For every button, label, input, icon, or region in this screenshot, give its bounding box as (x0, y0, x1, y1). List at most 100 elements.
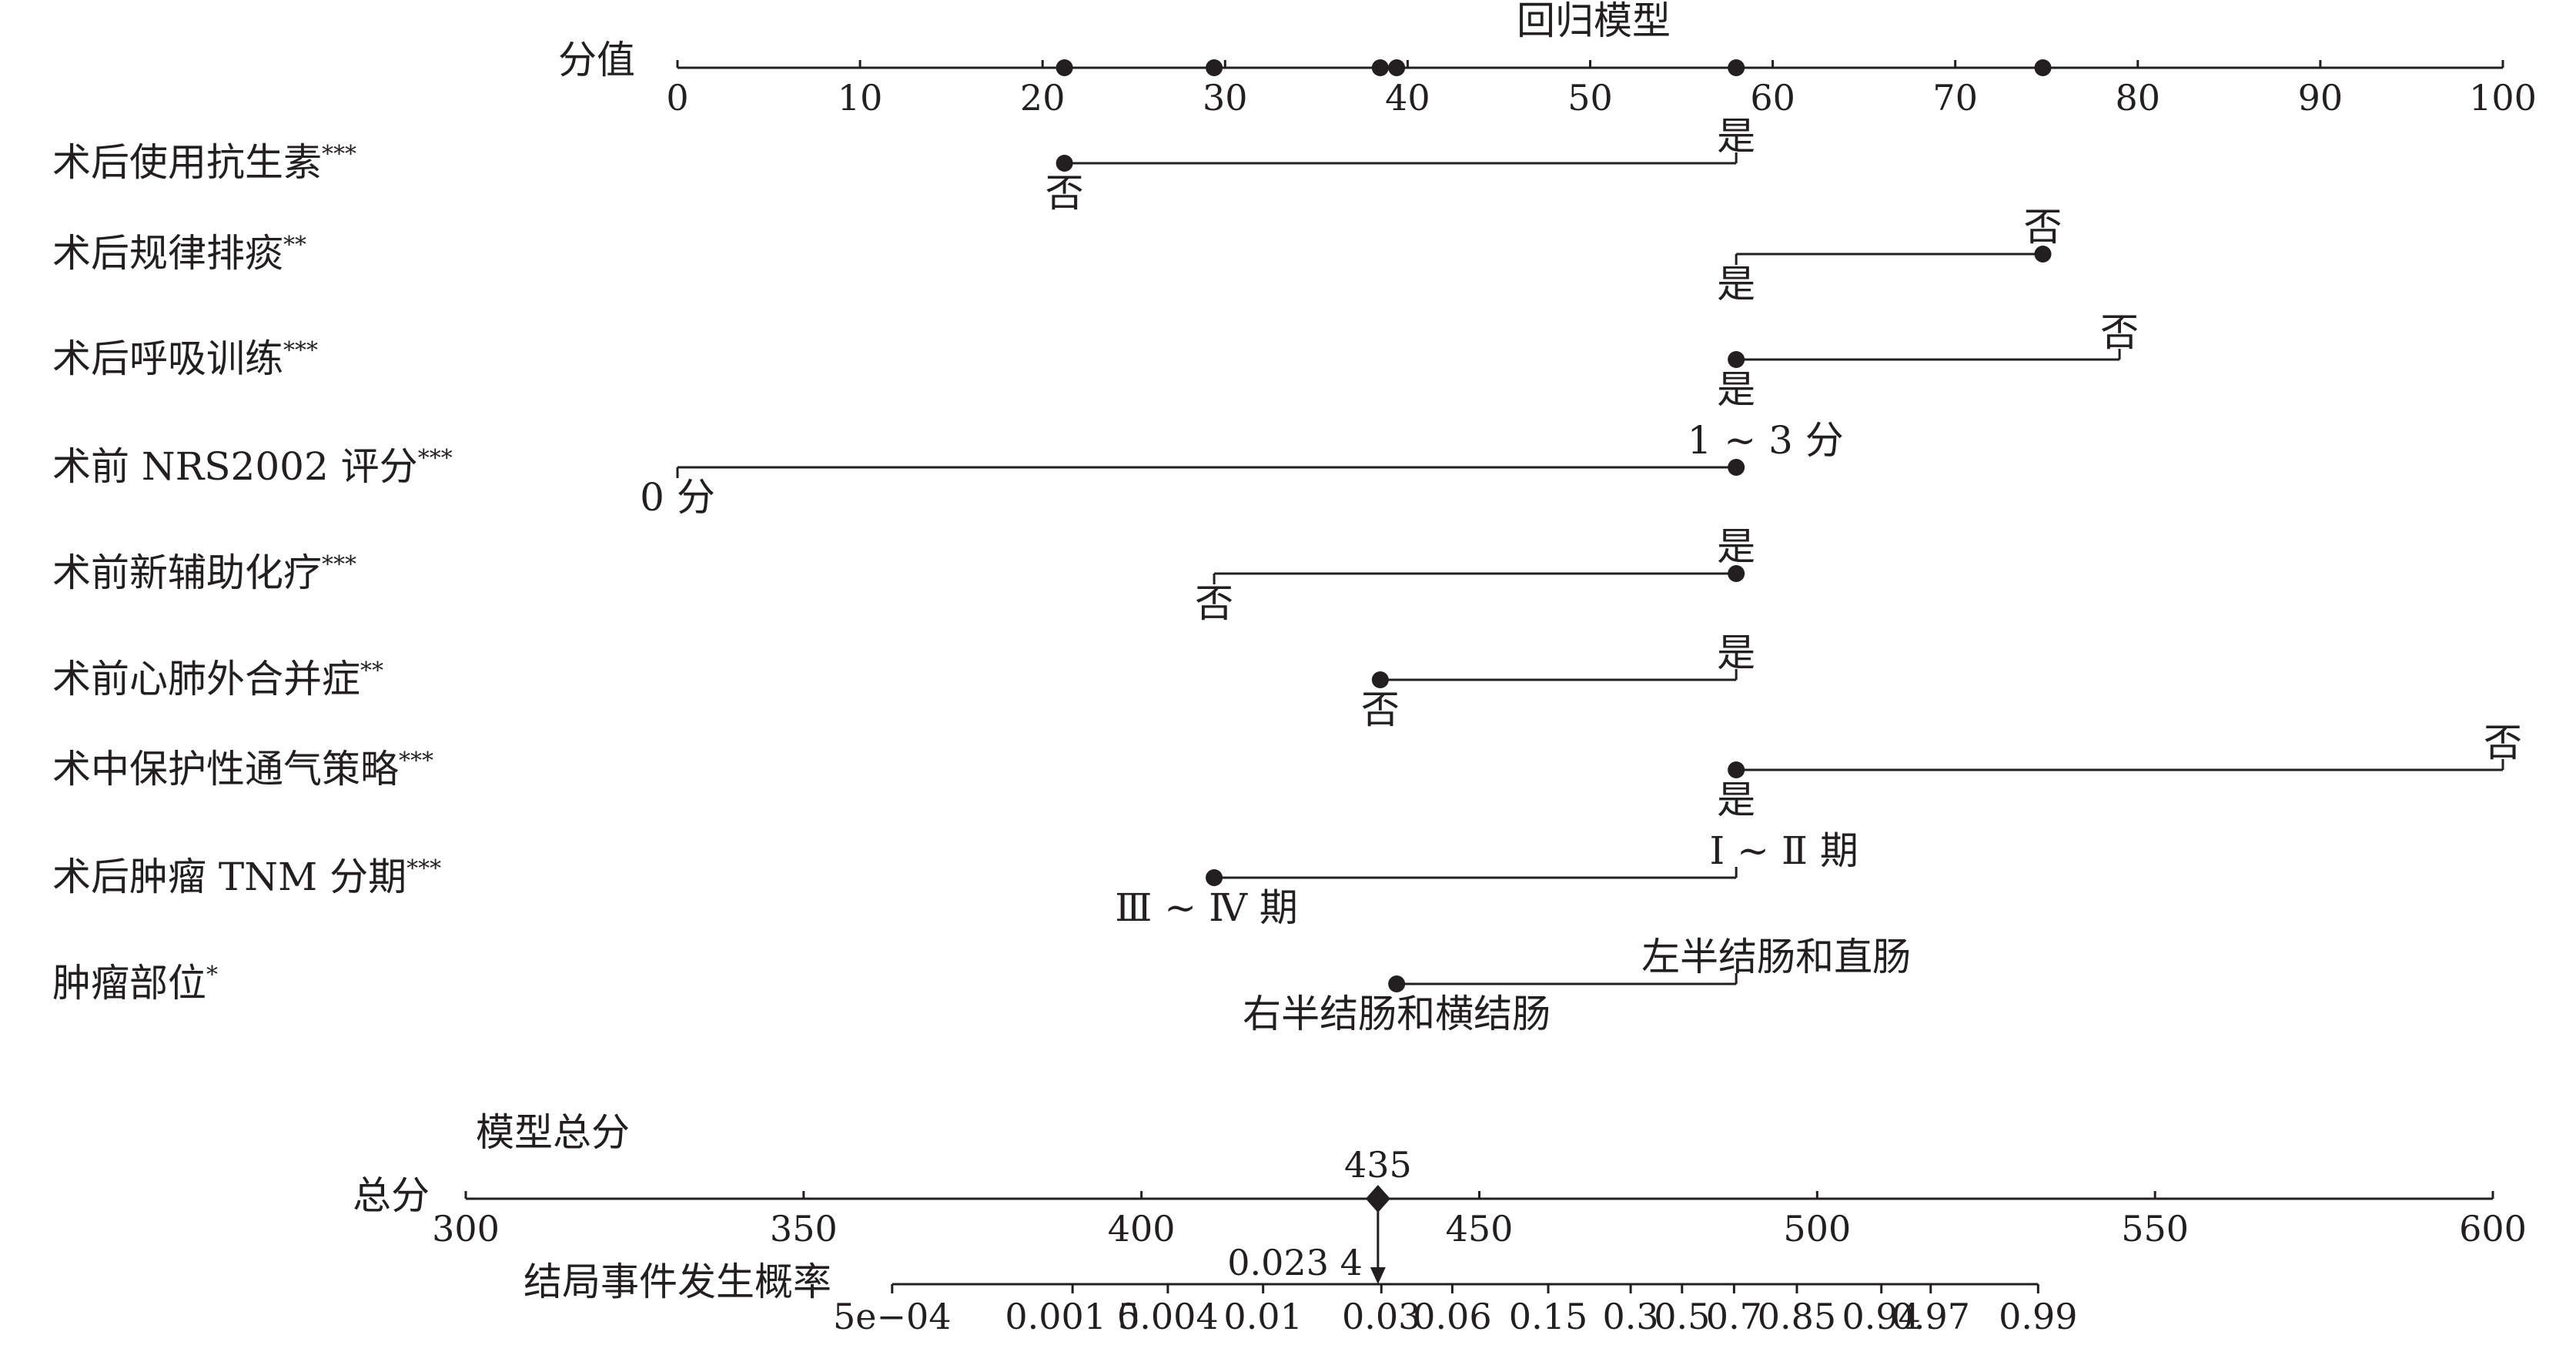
points-marker (1206, 59, 1223, 76)
level-marker (1388, 975, 1406, 992)
level-label: 是 (1717, 524, 1755, 569)
points-marker (1055, 59, 1073, 76)
total-tick-label: 400 (1108, 1208, 1176, 1250)
variable-name: 术后使用抗生素*** (52, 140, 356, 185)
points-tick-label: 10 (838, 77, 883, 119)
total-points-axis: 300 350 400 450 500 550 600 435 (432, 1144, 2527, 1250)
probability-tick-label: 0.15 (1509, 1296, 1587, 1337)
level-label: 否 (2024, 205, 2062, 249)
significance-mark: *** (418, 445, 453, 472)
total-value-label: 435 (1344, 1144, 1412, 1186)
probability-tick-label: 0.7 (1706, 1296, 1762, 1337)
points-tick-label: 90 (2298, 77, 2343, 119)
significance-mark: * (206, 962, 218, 989)
level-marker (1371, 671, 1389, 688)
points-marker (1371, 59, 1389, 76)
points-axis: 0 10 20 30 40 50 60 70 80 90 100 (666, 59, 2537, 119)
variable-name: 术中保护性通气策略*** (52, 747, 433, 791)
level-label: 1 ~ 3 分 (1688, 418, 1844, 463)
points-axis-label: 分值 (558, 38, 635, 82)
level-marker (1728, 351, 1745, 368)
probability-tick-label: 0.004 (1117, 1296, 1219, 1337)
level-label: 是 (1717, 778, 1755, 822)
probability-tick-label: 5e−04 (833, 1296, 952, 1337)
total-section-label: 模型总分 (476, 1110, 630, 1155)
variable-row: 术后呼吸训练*** 是 否 (52, 310, 2139, 412)
level-label: 否 (2484, 721, 2522, 765)
points-marker (2034, 59, 2052, 76)
level-marker (2034, 246, 2052, 263)
total-value-marker (1365, 1185, 1390, 1213)
level-label: 否 (1361, 688, 1400, 732)
significance-mark: *** (399, 748, 433, 775)
total-tick-label: 500 (1783, 1208, 1851, 1250)
points-tick-label: 50 (1567, 77, 1613, 119)
level-marker (1728, 565, 1745, 582)
variable-row: 术前 NRS2002 评分*** 0 分 1 ~ 3 分 (52, 418, 1844, 520)
probability-tick-label: 0.3 (1603, 1296, 1659, 1337)
points-tick-label: 70 (1932, 77, 1978, 119)
level-label: 是 (1717, 262, 1755, 306)
variable-name: 术前心肺外合并症** (52, 657, 383, 701)
chart-title: 回归模型 (1517, 0, 1671, 43)
probability-tick-label: 0.01 (1223, 1296, 1302, 1337)
level-marker (1206, 869, 1223, 886)
level-label: 0 分 (640, 475, 715, 520)
significance-mark: ** (360, 657, 383, 684)
level-label: 右半结肠和横结肠 (1243, 992, 1551, 1036)
probability-axis-label: 结局事件发生概率 (524, 1260, 831, 1304)
points-tick-label: 0 (666, 77, 688, 119)
level-label: 否 (1045, 171, 1084, 216)
level-marker (1055, 155, 1073, 172)
points-tick-label: 30 (1203, 77, 1248, 119)
probability-pointer-arrow (1370, 1267, 1386, 1284)
probability-axis: 5e−04 0.001 50.004 0.01 0.030.06 0.15 0.30.50… (833, 1211, 2078, 1337)
level-marker (1728, 761, 1745, 778)
probability-tick-label: 0.5 (1654, 1296, 1710, 1337)
level-label: 左半结肠和直肠 (1641, 935, 1911, 979)
variable-name: 术后肿瘤 TNM 分期*** (52, 855, 441, 899)
level-marker (1728, 459, 1745, 476)
level-label: 否 (2100, 310, 2139, 355)
level-label: 是 (1717, 631, 1755, 675)
probability-tick-label: 0.03 (1342, 1296, 1420, 1337)
probability-tick-label: 0.85 (1758, 1296, 1836, 1337)
variable-row: 术后肿瘤 TNM 分期*** Ⅲ ~ Ⅳ 期 Ⅰ ~ Ⅱ 期 (52, 828, 1858, 930)
variable-name: 术后规律排痰** (52, 231, 306, 276)
variable-name: 肿瘤部位* (52, 961, 218, 1005)
level-label: Ⅰ ~ Ⅱ 期 (1710, 828, 1858, 873)
variable-row: 术中保护性通气策略*** 是 否 (52, 721, 2522, 822)
probability-tick-label: 0.06 (1413, 1296, 1491, 1337)
variable-name: 术后呼吸训练*** (52, 336, 318, 381)
total-tick-label: 350 (770, 1208, 838, 1250)
points-marker (1728, 59, 1745, 76)
points-tick-label: 40 (1385, 77, 1430, 119)
significance-mark: *** (322, 551, 356, 578)
probability-tick-label: 0.94 (1842, 1296, 1921, 1337)
significance-mark: *** (283, 337, 318, 364)
significance-mark: ** (283, 232, 306, 259)
variable-row: 术前心肺外合并症** 否 是 (52, 631, 1755, 732)
probability-tick-label: 0.99 (1999, 1296, 2077, 1337)
significance-mark: *** (406, 855, 441, 882)
variable-name: 术前新辅助化疗*** (52, 550, 356, 595)
level-label: 是 (1717, 114, 1755, 159)
variable-row: 术前新辅助化疗*** 否 是 (52, 524, 1755, 626)
total-tick-label: 450 (1446, 1208, 1514, 1250)
probability-value-label: 0.023 4 (1227, 1242, 1363, 1283)
total-axis-label: 总分 (353, 1173, 430, 1218)
points-marker (1388, 59, 1406, 76)
level-label: Ⅲ ~ Ⅳ 期 (1115, 885, 1298, 930)
points-tick-label: 100 (2469, 77, 2537, 119)
variable-row: 术后使用抗生素*** 否 是 (52, 114, 1755, 216)
points-tick-label: 80 (2116, 77, 2161, 119)
level-label: 是 (1717, 367, 1755, 412)
total-tick-label: 600 (2459, 1208, 2527, 1250)
level-label: 否 (1195, 581, 1233, 626)
variable-row: 肿瘤部位* 右半结肠和横结肠 左半结肠和直肠 (52, 935, 1911, 1036)
variable-name: 术前 NRS2002 评分*** (52, 444, 453, 489)
probability-tick-label: 0.97 (1892, 1296, 1970, 1337)
total-tick-label: 550 (2121, 1208, 2189, 1250)
